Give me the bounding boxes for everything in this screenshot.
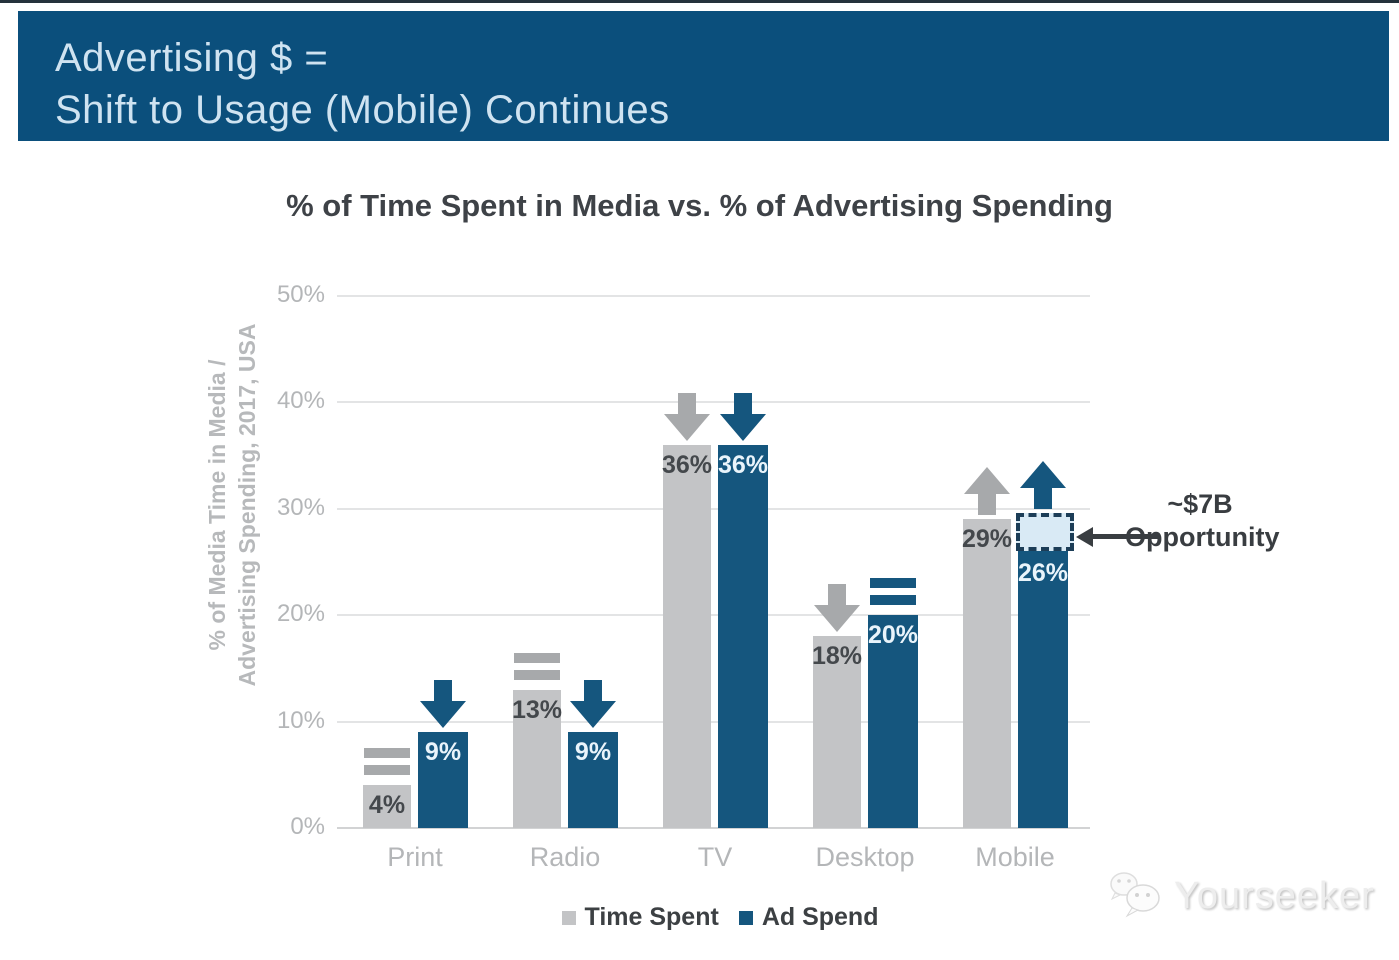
trend-up-icon: [964, 467, 1010, 515]
bar-time-spent-print: [363, 785, 411, 828]
bar-label-ad-spend-print: 9%: [424, 738, 462, 766]
title-banner: Advertising $ = Shift to Usage (Mobile) …: [18, 11, 1389, 141]
banner-title-line2: Shift to Usage (Mobile) Continues: [55, 88, 670, 132]
time-spent-swatch-icon: [561, 910, 576, 925]
legend-label-time-spent: Time Spent: [584, 903, 719, 931]
y-axis-label-line1: % of Media Time in Media /: [204, 359, 230, 651]
category-label-mobile: Mobile: [975, 842, 1055, 872]
bar-time-spent-desktop: [813, 636, 861, 828]
gridline: [337, 721, 1090, 723]
bar-ad-spend-desktop: [868, 615, 918, 828]
banner-title-line1: Advertising $ =: [55, 36, 329, 80]
gridline: [337, 401, 1090, 403]
trend-up-icon: [1020, 461, 1066, 509]
opportunity-dashed-box: [1016, 513, 1074, 551]
category-label-radio: Radio: [529, 842, 601, 872]
bar-label-time-spent-desktop: 18%: [811, 642, 863, 670]
bar-label-ad-spend-radio: 9%: [574, 738, 612, 766]
trend-down-icon: [814, 584, 860, 632]
chart-title: % of Time Spent in Media vs. % of Advert…: [286, 188, 1113, 223]
bar-label-time-spent-radio: 13%: [511, 696, 563, 724]
y-axis-label: % of Media Time in Media / Advertising S…: [2, 275, 462, 735]
opportunity-arrow-head-icon: [1076, 527, 1093, 547]
category-label-print: Print: [387, 842, 443, 872]
ad-spend-swatch-icon: [738, 910, 753, 925]
bar-label-time-spent-mobile: 29%: [961, 525, 1013, 553]
gridline: [337, 614, 1090, 616]
bar-ad-spend-print: [418, 732, 468, 828]
bar-label-time-spent-print: 4%: [368, 791, 406, 819]
bar-label-ad-spend-tv: 36%: [717, 451, 769, 479]
watermark-text: Yourseeker: [1174, 874, 1375, 917]
trend-flat-icon: [514, 653, 560, 680]
bar-label-ad-spend-mobile: 26%: [1017, 559, 1069, 587]
y-tick-label: 20%: [276, 600, 325, 627]
bar-ad-spend-mobile: [1018, 551, 1068, 828]
watermark: Yourseeker: [1108, 870, 1375, 922]
category-label-tv: TV: [697, 842, 733, 872]
y-tick-label: 50%: [276, 281, 325, 308]
legend: Time Spent Ad Spend: [0, 903, 1399, 932]
y-tick-label: 0%: [290, 813, 325, 840]
trend-down-icon: [720, 393, 766, 441]
trend-down-icon: [570, 680, 616, 728]
chat-bubbles-logo-icon: [1110, 872, 1160, 918]
gridline: [337, 508, 1090, 510]
gridline: [337, 295, 1090, 297]
y-tick-label: 30%: [276, 494, 325, 521]
legend-item-time-spent: Time Spent: [561, 903, 719, 932]
opportunity-arrow: [1092, 534, 1160, 539]
legend-item-ad-spend: Ad Spend: [738, 903, 879, 932]
category-label-desktop: Desktop: [815, 842, 915, 872]
top-edge-line: [0, 0, 1399, 3]
y-tick-label: 40%: [276, 387, 325, 414]
y-tick-label: 10%: [276, 707, 325, 734]
trend-flat-icon: [870, 578, 916, 605]
bar-ad-spend-radio: [568, 732, 618, 828]
bar-time-spent-tv: [663, 445, 711, 828]
bar-ad-spend-tv: [718, 445, 768, 828]
opportunity-annotation: ~$7B Opportunity: [1125, 488, 1279, 554]
bar-label-ad-spend-desktop: 20%: [867, 621, 919, 649]
bar-time-spent-mobile: [963, 519, 1011, 828]
gridline: [337, 827, 1090, 829]
trend-down-icon: [420, 680, 466, 728]
legend-label-ad-spend: Ad Spend: [761, 903, 879, 931]
opportunity-annotation-line1: ~$7B: [1167, 489, 1233, 519]
trend-flat-icon: [364, 748, 410, 775]
bar-label-time-spent-tv: 36%: [661, 451, 713, 479]
bar-time-spent-radio: [513, 690, 561, 828]
trend-down-icon: [664, 393, 710, 441]
